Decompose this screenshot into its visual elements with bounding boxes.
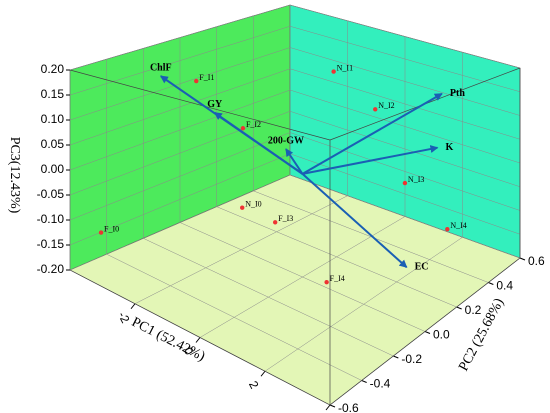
y-tick: [393, 355, 399, 359]
point-label: F_I1: [199, 73, 214, 82]
y-tick-label: 0.0: [433, 328, 450, 342]
z-axis-title: PC3(12.43%): [7, 137, 22, 214]
point: [331, 69, 336, 74]
box-back: [69, 4, 521, 406]
loading-label: EC: [415, 262, 429, 273]
point: [373, 107, 378, 112]
loading-label: 200-GW: [268, 135, 304, 146]
point-label: N_I2: [378, 101, 394, 110]
point: [98, 230, 104, 235]
z-tick-label: -0.15: [37, 237, 65, 251]
point-label: N_I1: [337, 63, 353, 72]
point: [324, 279, 329, 285]
y-tick-label: -0.6: [338, 401, 359, 413]
box-edge: [69, 69, 331, 141]
x-tick-label: -2: [115, 309, 133, 325]
loading-label: Pth: [450, 88, 465, 99]
grid-line: [289, 174, 521, 259]
y-tick: [488, 282, 494, 285]
point: [445, 227, 450, 232]
y-tick-label: -0.4: [370, 377, 391, 391]
point: [402, 180, 408, 186]
point-label: F_I4: [330, 274, 345, 283]
point: [194, 78, 199, 84]
loading-arrow: [302, 145, 439, 175]
box-edge: [329, 257, 521, 406]
x-tick: [195, 337, 201, 343]
z-tick-label: 0.10: [41, 112, 65, 126]
point-label: N_I4: [450, 221, 466, 230]
point-label: F_I2: [246, 120, 261, 129]
grid-line: [253, 190, 489, 283]
point-label: F_I0: [104, 224, 119, 233]
z-tick-label: 0.20: [41, 62, 65, 76]
y-tick: [424, 331, 431, 334]
y-tick-label: 0.6: [528, 254, 545, 268]
y-tick: [361, 380, 367, 383]
z-tick-label: -0.10: [37, 212, 65, 226]
point-label: N_I3: [408, 175, 424, 184]
y-tick-label: 0.4: [496, 279, 513, 293]
loading-arrow: [213, 111, 304, 175]
loading-arrow: [301, 173, 408, 268]
loading-arrow: [302, 92, 443, 175]
z-tick-label: -0.05: [37, 187, 65, 201]
point: [240, 126, 246, 131]
z-tick-label: 0.05: [41, 137, 65, 151]
y-tick-label: -0.2: [401, 352, 422, 366]
y-tick: [329, 404, 336, 408]
point-label: F_I3: [278, 214, 293, 223]
point: [272, 220, 278, 225]
z-tick-label: -0.20: [37, 262, 65, 276]
point-label: N_I0: [245, 200, 261, 209]
point: [240, 205, 245, 210]
z-tick-label: 0.15: [41, 87, 65, 101]
y-tick: [456, 306, 462, 310]
loading-label: K: [445, 142, 453, 153]
y-tick-label: 0.2: [465, 303, 482, 317]
y-tick: [519, 257, 526, 261]
grid-line: [106, 253, 362, 381]
loading-label: ChlF: [150, 62, 172, 73]
x-tick: [325, 404, 331, 411]
x-tick-label: 2: [246, 379, 262, 392]
x-tick: [130, 303, 136, 310]
loading-arrow: [285, 148, 304, 175]
grid-line: [179, 222, 426, 332]
box-front: 0.200.150.100.050.00-0.05-0.10-0.15-0.20…: [37, 62, 545, 413]
box-edge: [69, 269, 331, 406]
grid-line: [216, 206, 457, 308]
grid-line: [143, 238, 394, 357]
z-tick-label: 0.00: [41, 162, 65, 176]
x-tick: [260, 370, 266, 377]
loading-label: GY: [207, 99, 223, 110]
